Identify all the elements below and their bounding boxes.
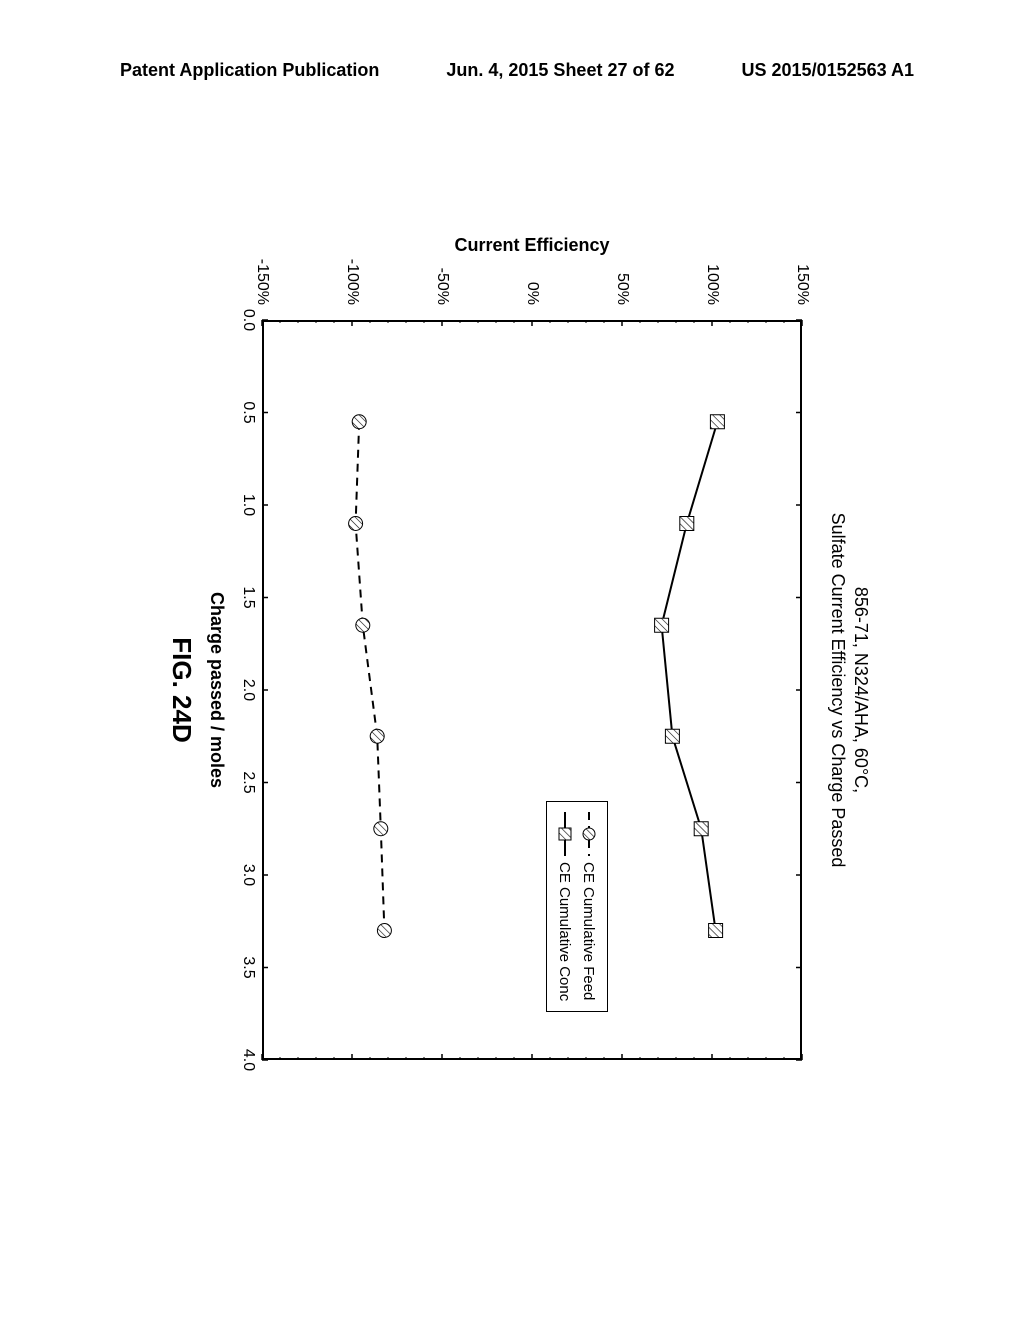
x-tick-label: 0.5	[239, 401, 257, 423]
figure-label: FIG. 24D	[166, 320, 197, 1060]
page: Patent Application Publication Jun. 4, 2…	[0, 0, 1024, 1320]
y-tick-label: 50%	[613, 273, 631, 305]
page-header: Patent Application Publication Jun. 4, 2…	[0, 60, 1024, 81]
x-axis-labels: 0.00.51.01.52.02.53.03.54.0	[232, 320, 257, 1060]
x-tick-label: 1.5	[239, 586, 257, 608]
x-tick-label: 2.0	[239, 679, 257, 701]
y-tick-label: -100%	[343, 259, 361, 305]
x-tick-label: 4.0	[239, 1049, 257, 1071]
plot-area	[262, 320, 802, 1060]
header-left: Patent Application Publication	[120, 60, 379, 81]
figure: 856-71, N324/AHA, 60°C, Sulfate Current …	[162, 240, 862, 1140]
chart-title: 856-71, N324/AHA, 60°C, Sulfate Current …	[825, 240, 872, 1140]
legend-label: CE Cumulative Conc	[556, 862, 573, 1001]
y-tick-label: -150%	[253, 259, 271, 305]
x-axis-label: Charge passed / moles	[206, 320, 227, 1060]
figure-rotated-wrap: 856-71, N324/AHA, 60°C, Sulfate Current …	[0, 178, 1024, 1202]
header-right: US 2015/0152563 A1	[742, 60, 914, 81]
x-tick-label: 1.0	[239, 494, 257, 516]
y-tick-label: -50%	[433, 268, 451, 305]
y-tick-label: 0%	[523, 282, 541, 305]
chart-title-line1: 856-71, N324/AHA, 60°C,	[851, 587, 871, 793]
legend-label: CE Cumulative Feed	[580, 862, 597, 1000]
x-tick-label: 2.5	[239, 771, 257, 793]
legend-item: CE Cumulative Feed	[577, 812, 601, 1001]
legend-item: CE Cumulative Conc	[553, 812, 577, 1001]
chart-title-line2: Sulfate Current Efficiency vs Charge Pas…	[828, 513, 848, 868]
y-tick-label: 150%	[793, 264, 811, 305]
x-tick-label: 3.5	[239, 956, 257, 978]
x-tick-label: 3.0	[239, 864, 257, 886]
y-tick-label: 100%	[703, 264, 721, 305]
x-tick-label: 0.0	[239, 309, 257, 331]
legend: CE Cumulative Feed CE Cumulative Conc	[546, 801, 608, 1012]
header-center: Jun. 4, 2015 Sheet 27 of 62	[446, 60, 674, 81]
y-axis-label: Current Efficiency	[262, 235, 802, 265]
